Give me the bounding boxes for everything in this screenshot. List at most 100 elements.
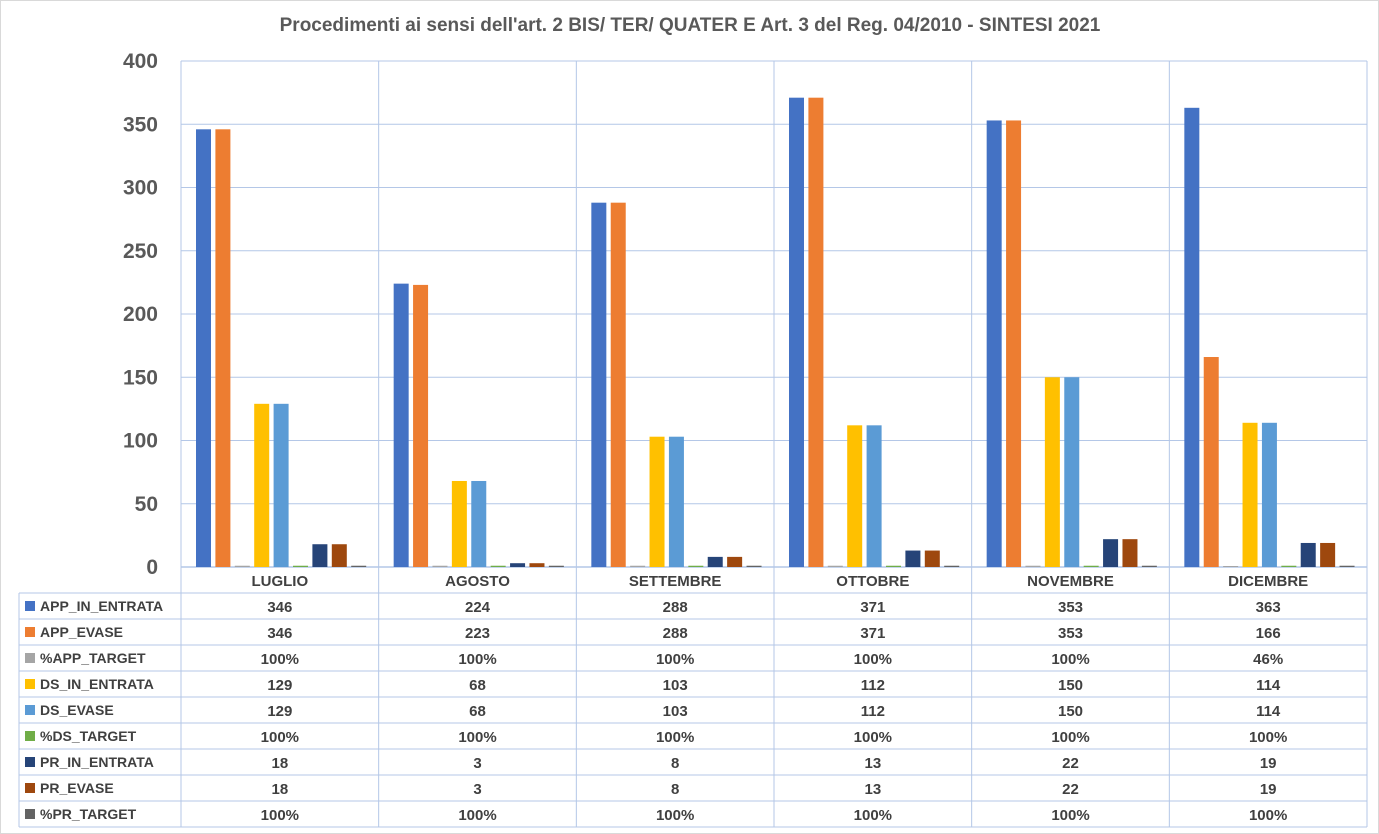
bar-pr-in-entrata [510, 563, 526, 567]
table-cell: 100% [1249, 807, 1287, 824]
bar--app-target [630, 565, 646, 567]
table-cell: 13 [864, 755, 881, 772]
legend-key [25, 783, 35, 793]
bar-pr-evase [1122, 539, 1138, 567]
legend-key [25, 601, 35, 611]
table-cell: 353 [1058, 625, 1083, 642]
table-cell: 112 [861, 703, 885, 720]
bar--app-target [1223, 566, 1239, 567]
gridlines [180, 60, 1368, 827]
bar-pr-in-entrata [312, 544, 328, 567]
bar-ds-evase [471, 480, 487, 567]
bar--ds-target [293, 565, 308, 567]
series-name: PR_EVASE [40, 780, 114, 796]
bar-app-evase [1203, 357, 1219, 567]
bar-app-in-entrata [986, 120, 1002, 567]
table-cell: 363 [1256, 599, 1281, 616]
y-tick-label: 50 [135, 493, 158, 516]
table-cell: 223 [465, 625, 490, 642]
table-cell: 100% [656, 807, 694, 824]
table-cell: 8 [671, 755, 679, 772]
table-cell: 100% [854, 807, 892, 824]
bar-pr-in-entrata [905, 550, 921, 567]
table-cell: 166 [1256, 625, 1281, 642]
table-cell: 224 [465, 599, 491, 616]
bar-pr-in-entrata [1300, 542, 1316, 567]
bar-ds-in-entrata [649, 436, 665, 567]
table-cell: 100% [458, 651, 496, 668]
bar--app-target [1025, 565, 1041, 567]
legend-key [25, 757, 35, 767]
chart-title: Procedimenti ai sensi dell'art. 2 BIS/ T… [280, 15, 1101, 36]
bar-app-evase [808, 97, 824, 567]
bar--pr-target [944, 565, 960, 567]
table-cell: 19 [1260, 781, 1277, 798]
bar--pr-target [1141, 565, 1157, 567]
table-cell: 68 [469, 703, 486, 720]
table-cell: 114 [1256, 703, 1281, 720]
bar-app-evase [1006, 120, 1022, 567]
series-name: %DS_TARGET [40, 728, 137, 744]
bar-app-in-entrata [591, 202, 607, 567]
bar-ds-evase [866, 425, 882, 567]
bar-pr-in-entrata [707, 556, 723, 567]
table-cell: 100% [261, 729, 299, 746]
table-cell: 19 [1260, 755, 1277, 772]
table-cell: 100% [854, 651, 892, 668]
table-cell: 103 [663, 703, 688, 720]
category-label: DICEMBRE [1228, 573, 1308, 590]
bar--ds-target [886, 565, 901, 567]
category-label: AGOSTO [445, 573, 510, 590]
table-cell: 100% [458, 807, 496, 824]
table-cell: 288 [663, 625, 688, 642]
bar-app-evase [215, 129, 231, 567]
legend-key [25, 705, 35, 715]
bar-app-in-entrata [1184, 107, 1200, 568]
table-cell: 288 [663, 599, 688, 616]
bar--ds-target [688, 565, 704, 567]
legend-key [25, 679, 35, 689]
y-tick-label: 400 [123, 50, 158, 73]
table-cell: 22 [1062, 755, 1079, 772]
series-name: PR_IN_ENTRATA [40, 754, 154, 770]
bar-ds-in-entrata [451, 480, 467, 567]
data-table: LUGLIO AGOSTO SETTEMBRE OTTOBRE NOVEMBRE DICE… [18, 573, 1367, 828]
bar--pr-target [548, 565, 564, 567]
bar-pr-evase [727, 556, 743, 567]
table-cell: 346 [267, 599, 292, 616]
bar-ds-evase [1261, 422, 1277, 567]
category-label: NOVEMBRE [1027, 573, 1114, 590]
y-tick-label: 300 [123, 177, 158, 200]
series-name: APP_EVASE [40, 624, 123, 640]
table-cell: 100% [854, 729, 892, 746]
y-tick-label: 250 [123, 240, 158, 263]
table-cell: 371 [860, 599, 885, 616]
bar-ds-in-entrata [847, 425, 863, 567]
bar-ds-in-entrata [1242, 422, 1258, 567]
table-cell: 150 [1058, 703, 1083, 720]
bar-app-in-entrata [196, 129, 211, 567]
bar--app-target [827, 565, 843, 567]
series-name: APP_IN_ENTRATA [40, 598, 163, 614]
bar-app-in-entrata [789, 97, 804, 567]
bar-ds-evase [273, 403, 289, 567]
y-tick-label: 150 [123, 366, 158, 389]
table-cell: 129 [267, 703, 292, 720]
bar-ds-evase [1064, 377, 1080, 567]
table-cell: 100% [656, 729, 694, 746]
table-cell: 3 [473, 781, 481, 798]
table-cell: 150 [1058, 677, 1083, 694]
bar-app-in-entrata [393, 283, 409, 567]
table-cell: 100% [261, 807, 299, 824]
y-tick-label: 350 [123, 113, 158, 136]
category-label: OTTOBRE [836, 573, 909, 590]
table-cell: 129 [267, 677, 292, 694]
bar-ds-evase [668, 436, 684, 567]
table-cell: 100% [1249, 729, 1287, 746]
table-cell: 103 [663, 677, 688, 694]
table-cell: 46% [1253, 651, 1283, 668]
bar--app-target [234, 565, 250, 567]
bar-app-evase [413, 284, 429, 567]
bar-ds-in-entrata [1044, 377, 1060, 567]
